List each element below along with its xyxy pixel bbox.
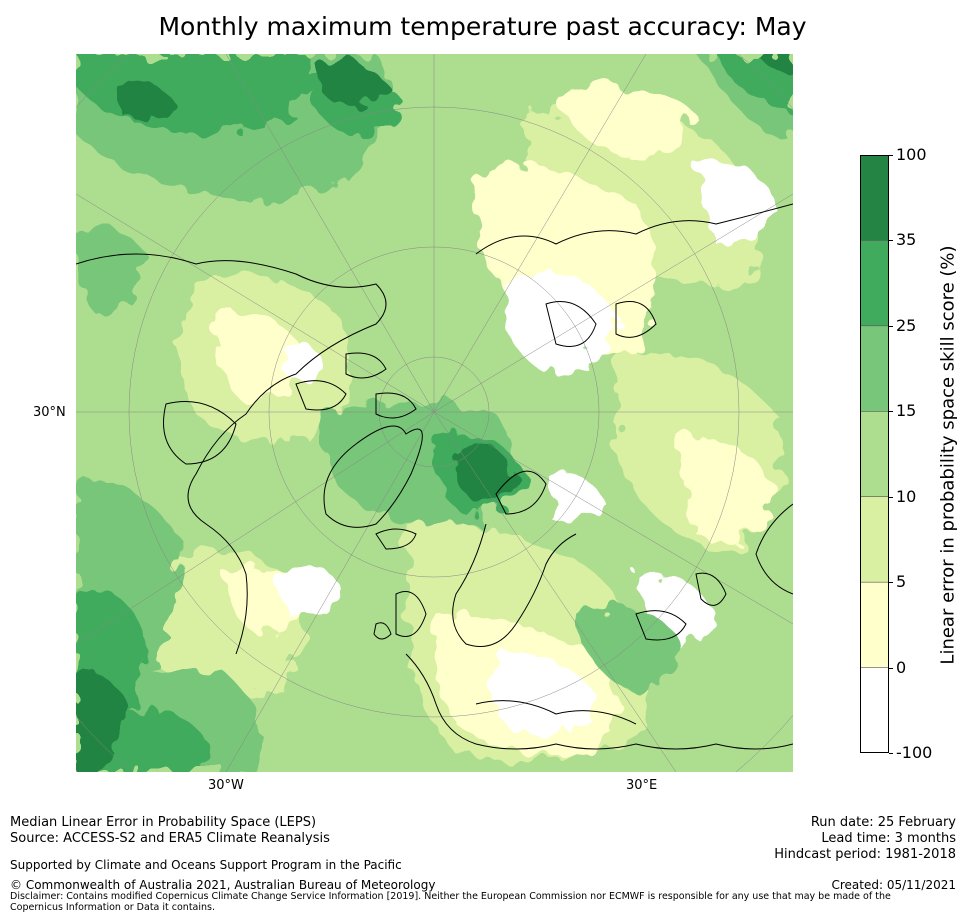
europe-coast (405, 653, 793, 750)
skill-score-map (76, 54, 793, 772)
british-isles (373, 591, 427, 640)
footer-created: Created: 05/11/2021 (831, 878, 956, 892)
colorbar-bin-2 (860, 325, 889, 412)
colorbar-tick-mark (889, 753, 893, 754)
colorbar-border (860, 155, 889, 753)
footer-hindcast: Hindcast period: 1981-2018 (774, 847, 956, 862)
colorbar-bin-1 (860, 240, 889, 326)
black-caspian-seas (635, 572, 727, 641)
iceland (375, 528, 417, 550)
colorbar-tick-mark (889, 496, 893, 498)
colorbar-tick-label: 15 (896, 401, 917, 421)
graticule (76, 54, 793, 772)
footer-copyright: © Commonwealth of Australia 2021, Austra… (10, 878, 436, 892)
colorbar-tick-label: -100 (896, 743, 933, 762)
colorbar-tick-mark (889, 667, 893, 669)
footer-source: Source: ACCESS-S2 and ERA5 Climate Reana… (10, 831, 330, 846)
colorbar-bin-4 (860, 496, 889, 583)
colorbar-tick-label: 35 (896, 230, 917, 250)
footer-disclaimer: Disclaimer: Contains modified Copernicus… (10, 891, 891, 913)
skill-field (76, 54, 793, 772)
lat-30n-label: 30°N (33, 405, 66, 420)
colorbar-tick-mark (889, 325, 893, 327)
greenland-coast (323, 425, 423, 528)
eurasia-arctic-islands (495, 301, 657, 515)
canadian-archipelago (295, 352, 417, 419)
colorbar-tick-mark (889, 240, 893, 242)
scandinavia-coast (452, 523, 577, 647)
coastlines (76, 203, 793, 750)
chart-title: Monthly maximum temperature past accurac… (158, 12, 807, 41)
colorbar-tick-label: 10 (896, 486, 917, 506)
footer-lead-time: Lead time: 3 months (821, 831, 956, 846)
colorbar-tick-label: 25 (896, 315, 917, 335)
colorbar-bin-6 (860, 667, 889, 753)
colorbar-tick-label: 0 (896, 657, 907, 677)
asia-east-coast (755, 503, 793, 595)
lon-30w-label: 30°W (208, 778, 244, 793)
footer-support: Supported by Climate and Oceans Support … (10, 858, 402, 872)
mediterranean (475, 700, 637, 725)
colorbar-tick-label: 100 (896, 145, 927, 164)
colorbar-tick-mark (889, 582, 893, 584)
colorbar (860, 155, 889, 753)
colorbar-bin-5 (860, 582, 889, 668)
colorbar-bin-0 (860, 155, 889, 241)
colorbar-tick-mark (889, 411, 893, 413)
hudson-bay (163, 401, 237, 465)
lon-30e-label: 30°E (626, 778, 658, 793)
colorbar-tick-label: 5 (896, 572, 907, 592)
footer-method: Median Linear Error in Probability Space… (10, 815, 317, 830)
colorbar-bin-3 (860, 411, 889, 497)
eurasia-north-coast (475, 203, 793, 255)
colorbar-tick-mark (889, 155, 893, 156)
colorbar-label: Linear error in probability space skill … (937, 245, 959, 665)
footer-run-date: Run date: 25 February (810, 815, 956, 830)
north-america-coast (76, 253, 387, 655)
